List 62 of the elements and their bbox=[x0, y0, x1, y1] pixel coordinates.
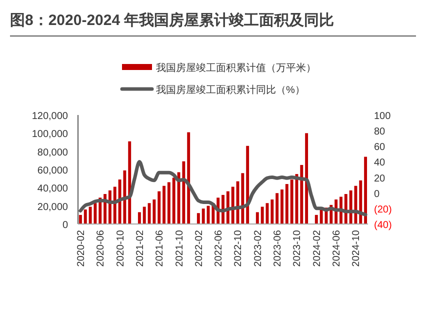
x-tick-label: 2024-02 bbox=[312, 230, 323, 267]
bar bbox=[84, 209, 87, 224]
bar bbox=[364, 156, 368, 224]
x-tick-label: 2023-02 bbox=[252, 230, 264, 267]
y2-tick-label: 100 bbox=[374, 111, 392, 122]
bar bbox=[260, 206, 264, 224]
bar bbox=[231, 186, 234, 224]
bar bbox=[276, 193, 279, 224]
bar bbox=[256, 212, 259, 224]
chart-title: 图8：2020-2024 年我国房屋累计竣工面积及同比 bbox=[10, 11, 334, 29]
bar bbox=[300, 164, 304, 224]
bar bbox=[142, 206, 146, 224]
bar bbox=[359, 180, 362, 224]
bar bbox=[138, 212, 141, 224]
bar bbox=[202, 208, 205, 224]
x-tick-label: 2021-02 bbox=[134, 230, 146, 267]
bar bbox=[270, 199, 274, 224]
bar bbox=[152, 199, 156, 224]
bar bbox=[158, 191, 161, 224]
y2-tick-label: 40 bbox=[374, 158, 386, 169]
x-tick-label: 2021-10 bbox=[174, 230, 186, 267]
legend-label: 我国房屋竣工面积累计同比（%） bbox=[156, 84, 305, 96]
y2-tick-label: 0 bbox=[374, 188, 380, 200]
bar bbox=[314, 214, 318, 224]
y2-tick-label: 80 bbox=[374, 126, 386, 138]
x-tick-label: 2024-10 bbox=[351, 230, 362, 267]
y-tick-label: 120,000 bbox=[32, 111, 68, 122]
bar bbox=[241, 173, 244, 224]
bar bbox=[128, 141, 132, 224]
x-tick-label: 2023-10 bbox=[292, 230, 304, 267]
y-tick-label: 40,000 bbox=[37, 184, 68, 195]
x-tick-label: 2020-10 bbox=[115, 230, 126, 267]
bar bbox=[167, 182, 170, 224]
bar bbox=[246, 146, 250, 224]
y-tick-label: 60,000 bbox=[37, 166, 68, 176]
bar bbox=[196, 213, 200, 224]
bar bbox=[305, 133, 308, 224]
bar bbox=[162, 186, 166, 224]
y2-tick-label: (40) bbox=[374, 220, 392, 231]
x-tick-label: 2020-06 bbox=[96, 230, 107, 267]
x-tick-label: 2022-06 bbox=[214, 230, 225, 267]
y2-tick-label: (20) bbox=[374, 204, 392, 216]
y-tick-label: 100,000 bbox=[32, 129, 68, 140]
bar bbox=[187, 132, 190, 224]
bar bbox=[78, 214, 82, 224]
bar bbox=[172, 178, 176, 224]
y2-tick-label: 20 bbox=[374, 173, 386, 184]
bar bbox=[182, 161, 186, 224]
x-tick-label: 2020-02 bbox=[76, 230, 87, 267]
bar bbox=[290, 179, 294, 224]
x-tick-label: 2022-02 bbox=[194, 230, 205, 267]
y-tick-label: 0 bbox=[62, 220, 68, 231]
y2-tick-label: 60 bbox=[374, 142, 386, 154]
x-tick-label: 2022-10 bbox=[233, 230, 244, 267]
y-tick-label: 20,000 bbox=[37, 202, 68, 213]
y-tick-label: 80,000 bbox=[37, 147, 68, 158]
x-tick-label: 2021-06 bbox=[154, 230, 166, 267]
x-tick-label: 2023-06 bbox=[272, 230, 284, 267]
bar bbox=[285, 184, 288, 224]
legend-label: 我国房屋竣工面积累计值（万平米） bbox=[156, 62, 316, 74]
x-tick-label: 2024-06 bbox=[332, 230, 343, 267]
bar bbox=[280, 189, 284, 224]
